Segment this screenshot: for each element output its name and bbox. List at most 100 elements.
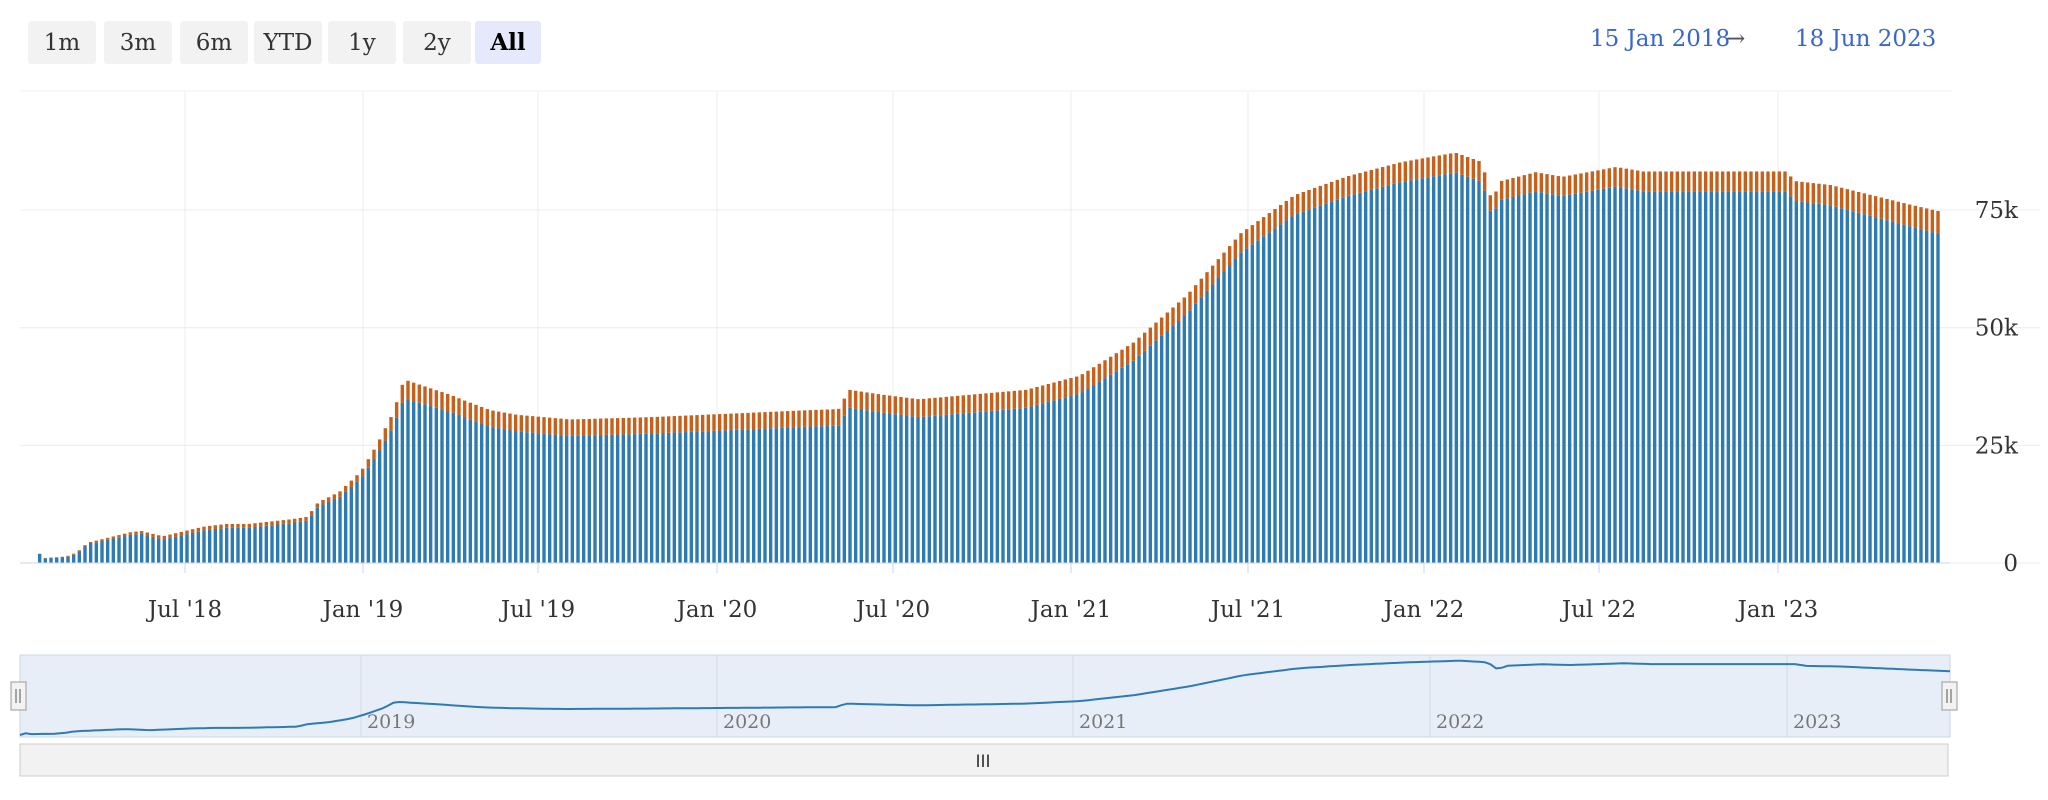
bar-base — [1834, 206, 1838, 564]
navigator-left-handle[interactable] — [10, 681, 27, 711]
bar-top — [1494, 191, 1498, 209]
bar-base — [383, 440, 388, 563]
navigator-right-handle[interactable] — [1941, 681, 1958, 711]
bar-top — [1862, 193, 1867, 215]
bar-base — [1329, 201, 1334, 564]
bar-top — [156, 535, 161, 539]
range-button-3m[interactable]: 3m — [104, 21, 172, 64]
range-button-1y[interactable]: 1y — [328, 21, 396, 64]
bar-top — [1148, 327, 1153, 346]
bar-top — [1698, 171, 1702, 192]
bar-top — [1794, 181, 1799, 202]
bar-base — [598, 435, 603, 563]
scrollbar-grip[interactable]: III — [975, 752, 990, 772]
y-tick-label: 25k — [1975, 433, 2019, 459]
bar-top — [627, 417, 631, 435]
bar-base — [1188, 310, 1192, 563]
bar-base — [321, 504, 325, 563]
bar-base — [1176, 321, 1181, 563]
bar-top — [1108, 356, 1113, 375]
bar-base — [94, 542, 99, 563]
bar-base — [1125, 364, 1130, 563]
bar-top — [479, 406, 484, 424]
bar-base — [1539, 192, 1544, 563]
bar-top — [1777, 171, 1782, 192]
bar-top — [1443, 154, 1447, 175]
bar-base — [1171, 325, 1175, 563]
bar-top — [94, 540, 99, 543]
bar-top — [355, 475, 359, 482]
bar-top — [576, 419, 580, 436]
bar-base — [202, 530, 206, 563]
bar-base — [995, 410, 1000, 563]
bar-base — [162, 539, 167, 563]
bar-top — [349, 480, 354, 487]
scrollbar-track[interactable] — [19, 743, 1949, 777]
bar-top — [1839, 187, 1844, 209]
bar-base — [1001, 409, 1005, 563]
bar-top — [1284, 200, 1289, 221]
bar-top — [360, 468, 365, 477]
bar-top — [1754, 171, 1759, 192]
bar-base — [1159, 335, 1164, 563]
range-button-6m[interactable]: 6m — [180, 21, 248, 64]
range-button-all[interactable]: All — [475, 21, 541, 64]
range-button-2y[interactable]: 2y — [403, 21, 471, 64]
bar-top — [377, 439, 382, 451]
bar-base — [610, 434, 614, 563]
bar-base — [1890, 221, 1895, 563]
bar-top — [831, 409, 835, 426]
bar-top — [1103, 360, 1107, 379]
bar-base — [763, 428, 767, 563]
bar-top — [1324, 183, 1328, 204]
bar-base — [740, 429, 745, 563]
range-button-ytd[interactable]: YTD — [254, 21, 322, 64]
bar-base — [1380, 186, 1385, 563]
bar-base — [406, 399, 410, 563]
bar-base — [1533, 191, 1538, 563]
bar-base — [706, 431, 711, 563]
bar-base — [1703, 191, 1708, 564]
bar-base — [1596, 189, 1600, 563]
bar-base — [1386, 185, 1391, 563]
range-button-1m[interactable]: 1m — [28, 21, 96, 64]
bar-top — [899, 396, 903, 415]
bar-base — [989, 410, 994, 563]
bar-top — [1137, 337, 1141, 356]
bar-top — [139, 531, 144, 534]
bar-base — [1012, 408, 1017, 563]
bar-base — [1086, 388, 1090, 563]
navigator-window[interactable] — [19, 654, 1951, 738]
bar-base — [1845, 209, 1850, 563]
bar-top — [428, 388, 433, 407]
bar-top — [292, 518, 297, 523]
bar-base — [445, 411, 450, 563]
bar-top — [1647, 171, 1651, 192]
scrollbar[interactable]: III — [19, 743, 1949, 777]
bar-base — [43, 558, 48, 563]
bar-base — [1726, 191, 1731, 564]
bar-base — [842, 415, 847, 563]
bar-top — [1845, 189, 1850, 210]
date-to-input[interactable]: 18 Jun 2023 — [1795, 26, 1937, 52]
bar-base — [581, 435, 586, 563]
bar-top — [1828, 184, 1833, 206]
bar-top — [162, 535, 167, 540]
bar-base — [462, 417, 467, 563]
bar-top — [1295, 194, 1300, 214]
y-tick-label: 0 — [2003, 551, 2018, 577]
x-tick-label: Jul '19 — [499, 597, 575, 623]
bar-base — [1545, 193, 1549, 563]
bar-top — [1624, 168, 1629, 189]
navigator-year-label: 2022 — [1436, 711, 1484, 733]
date-from-input[interactable]: 15 Jan 2018 — [1590, 26, 1731, 52]
bar-top — [587, 418, 592, 436]
x-tick-label: Jan '21 — [1029, 597, 1112, 623]
bar-base — [1902, 224, 1906, 563]
bar-top — [610, 418, 614, 435]
bar-base — [168, 537, 172, 563]
bar-base — [491, 427, 495, 563]
bar-top — [1783, 171, 1787, 192]
bar-top — [508, 413, 512, 431]
bar-top — [542, 417, 546, 434]
